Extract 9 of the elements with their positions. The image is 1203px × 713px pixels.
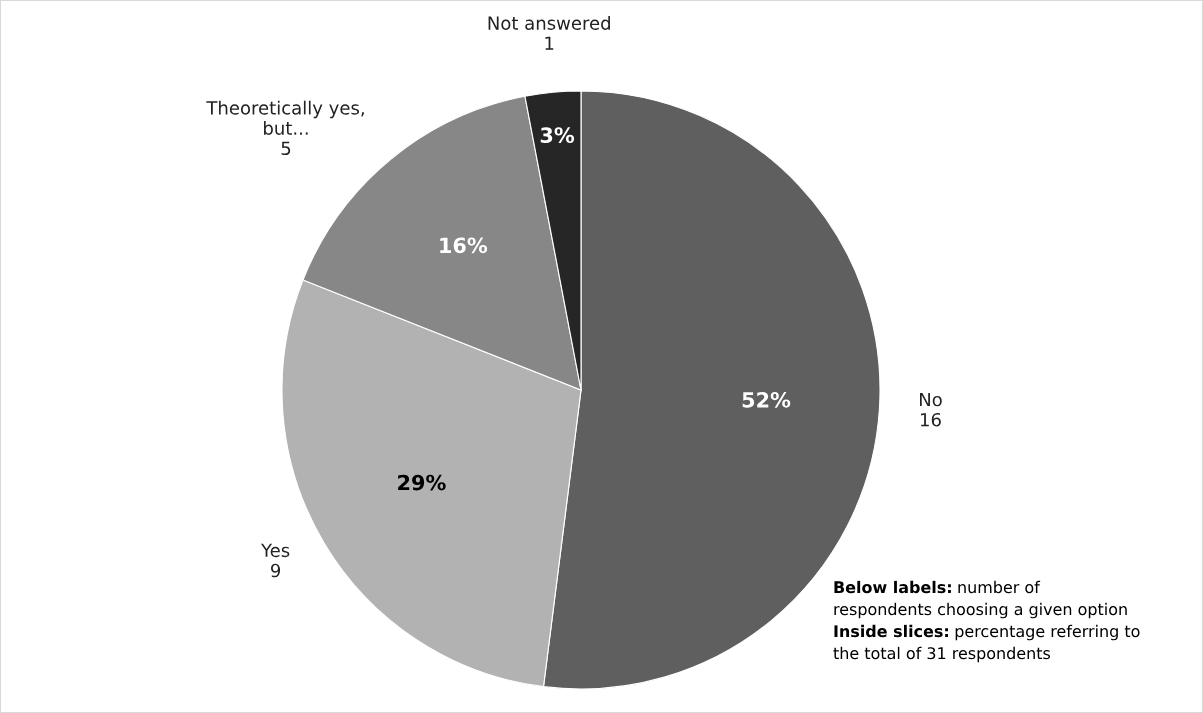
text: Inside slices: percentage referring to the total of 31 respondents [833,624,1140,663]
data-label: 3% [540,127,575,144]
slice-label: Theoretically yes, but... 5 [206,100,364,156]
slice-label: Not answered 1 [488,15,610,50]
data-label: 29% [398,474,446,491]
data-label: 52% [742,391,791,408]
slice-label: No 16 [920,392,942,427]
data-label: 16% [440,237,488,254]
slice-label: Yes 9 [260,543,290,578]
